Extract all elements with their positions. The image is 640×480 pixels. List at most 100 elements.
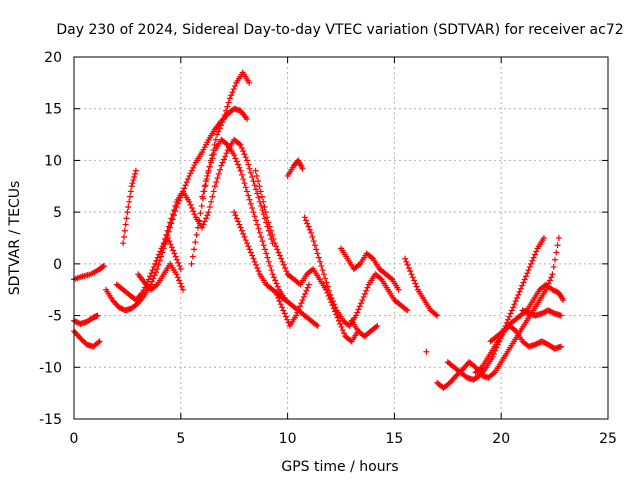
data-point [554,242,561,249]
data-point [255,225,262,232]
data-point [188,167,195,174]
data-point [516,288,523,295]
data-point [298,300,305,307]
data-point [505,316,512,323]
data-point [166,238,173,245]
data-point [222,153,229,160]
y-tick-label: 0 [53,257,62,273]
data-point [160,240,167,247]
data-point [548,274,555,281]
data-point [315,254,322,261]
data-point [279,258,286,265]
y-tick-label: -15 [39,412,62,428]
data-point [550,263,557,270]
data-point [172,202,179,209]
data-point [405,264,412,271]
data-point [156,251,163,258]
data-point [526,263,533,270]
data-point [200,221,207,228]
data-point [268,267,275,274]
data-point [251,258,258,265]
data-point [219,159,226,166]
data-point [329,298,336,305]
data-point [226,95,233,102]
data-point [364,284,371,291]
data-point [254,221,261,228]
data-point [309,233,316,240]
data-point [363,287,370,294]
data-point [332,304,339,311]
data-point [313,246,320,253]
data-point [270,274,277,281]
data-point [240,176,247,183]
data-point [235,161,242,168]
data-point [94,312,101,319]
data-point [305,223,312,230]
data-point [259,238,266,245]
data-point [218,162,225,169]
data-point [129,180,136,187]
data-point [387,275,394,282]
data-point [358,300,365,307]
data-point [265,258,272,265]
data-point [126,198,133,205]
data-point [340,330,347,337]
data-point [128,183,135,190]
data-point [256,183,263,190]
data-point [153,257,160,264]
data-point [120,240,127,247]
data-point [186,172,193,179]
data-point [224,103,231,110]
data-point [319,267,326,274]
data-point [231,209,238,216]
data-point [355,261,362,268]
data-point [168,215,175,222]
data-point [249,252,256,259]
data-point [355,306,362,313]
data-point [255,194,262,201]
data-point [252,167,259,174]
data-point [153,269,160,276]
data-point [262,209,269,216]
series-track-15 [301,214,411,329]
data-point [477,365,484,372]
data-point [413,283,420,290]
data-point [324,283,331,290]
data-point [529,257,536,264]
data-point [183,179,190,186]
data-point [122,221,129,228]
series-track-18 [402,255,441,319]
data-point [323,279,330,286]
data-point [258,193,265,200]
data-point [260,242,267,249]
data-point [301,214,308,221]
data-point [260,198,267,205]
series-track-11 [231,209,321,329]
data-point [515,291,522,298]
data-point [244,240,251,247]
data-point [175,259,182,266]
data-point [235,218,242,225]
data-point [217,122,224,129]
data-point [244,157,251,164]
data-point [409,274,416,281]
data-point [173,256,180,263]
x-tick-label: 0 [70,431,79,447]
data-point [139,289,146,296]
data-point [188,205,195,212]
data-point [198,202,205,209]
data-point [356,303,363,310]
data-point [147,273,154,280]
y-tick-label: 5 [53,205,62,221]
data-point [225,99,232,106]
data-point [560,297,567,304]
data-point [201,183,208,190]
data-point [264,214,271,221]
data-point [272,277,279,284]
data-point [217,166,224,173]
data-point [261,203,268,210]
series-track-6 [113,235,184,304]
data-point [266,223,273,230]
series-track-16 [338,245,402,293]
data-point [280,261,287,268]
